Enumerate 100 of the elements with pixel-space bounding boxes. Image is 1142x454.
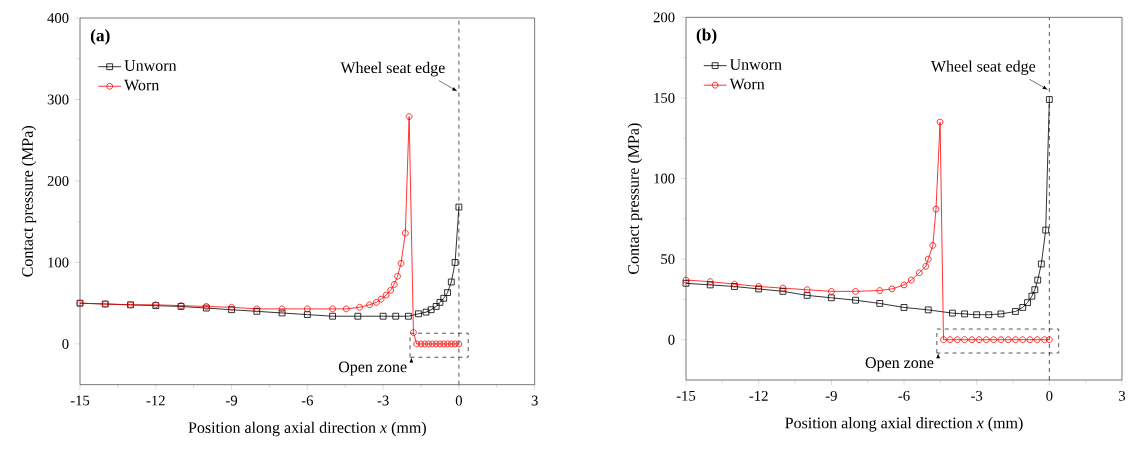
point: [329, 305, 336, 313]
point: [410, 329, 417, 336]
point: [968, 336, 976, 344]
point: [387, 286, 395, 294]
point: [413, 340, 421, 348]
point: [936, 118, 944, 126]
point: [440, 294, 448, 302]
x-tick-label: 3: [1119, 390, 1126, 401]
annotation: Open zone: [865, 357, 934, 372]
point: [932, 205, 940, 213]
point: [1042, 226, 1050, 234]
point: [377, 295, 385, 303]
x-tick-label: -6: [898, 390, 910, 401]
y-tick-label: 0: [62, 338, 69, 349]
point: [900, 281, 908, 289]
ref-line-label: Wheel seat edge: [340, 61, 445, 77]
x-tick-label: 0: [1046, 390, 1053, 401]
y-axis-title: Contact pressure (MPa): [627, 123, 643, 274]
y-tick-label: 0: [668, 334, 675, 345]
point: [828, 288, 835, 295]
x-tick-label: -3: [971, 390, 983, 401]
y-tick-label: 400: [47, 13, 69, 23]
point: [422, 308, 430, 316]
point: [427, 306, 435, 314]
point: [779, 284, 787, 292]
point: [444, 340, 451, 348]
point: [876, 287, 884, 294]
y-tick-label: 100: [654, 173, 675, 184]
point: [444, 289, 451, 296]
point: [1019, 304, 1027, 311]
x-axis-title: Position along axial direction x (mm): [188, 421, 426, 437]
point: [382, 291, 390, 299]
point: [953, 336, 961, 344]
point: [1046, 96, 1053, 103]
annotation: Open zone: [338, 361, 407, 376]
point: [415, 310, 422, 318]
x-tick-label: -12: [146, 395, 165, 406]
x-tick-label: -9: [825, 390, 837, 401]
point: [961, 310, 968, 318]
point: [922, 263, 930, 270]
point: [1033, 336, 1041, 344]
y-axis-title: Contact pressure (MPa): [21, 126, 37, 277]
point: [900, 304, 908, 311]
y-tick-label: 300: [47, 94, 69, 105]
point: [929, 242, 937, 249]
point: [706, 281, 714, 289]
point: [354, 312, 362, 320]
point: [405, 312, 412, 320]
point: [1028, 292, 1036, 300]
point: [961, 336, 968, 344]
point: [907, 276, 915, 284]
point: [1034, 276, 1042, 284]
point: [1012, 336, 1019, 344]
point: [402, 229, 409, 237]
y-tick-label: 150: [654, 92, 675, 103]
point: [372, 299, 380, 306]
point: [803, 292, 811, 299]
x-tick-label: -3: [377, 395, 389, 406]
x-tick-label: -12: [749, 390, 768, 401]
point: [946, 336, 954, 344]
x-tick-label: 0: [455, 395, 462, 406]
point: [432, 340, 440, 348]
point: [394, 272, 401, 280]
point: [304, 305, 311, 313]
point: [405, 113, 413, 120]
point: [278, 305, 286, 313]
y-tick-label: 100: [48, 257, 69, 268]
point: [876, 300, 884, 307]
y-tick-label: 200: [47, 176, 69, 186]
point: [779, 288, 787, 295]
point: [888, 285, 896, 293]
point: [392, 312, 400, 320]
point: [828, 294, 835, 302]
point: [390, 281, 398, 288]
legend-label: Unworn: [729, 59, 782, 70]
point: [417, 340, 425, 348]
point: [436, 299, 444, 306]
point: [949, 309, 956, 317]
point: [924, 255, 932, 263]
point: [379, 312, 387, 320]
point: [455, 340, 463, 348]
point: [1026, 336, 1034, 344]
point: [447, 278, 455, 286]
point: [1024, 299, 1031, 306]
point: [455, 203, 463, 211]
y-tick-label: 200: [653, 12, 675, 23]
point: [1046, 336, 1053, 344]
text: (b): [696, 28, 717, 45]
ref-line-label: Wheel seat edge: [930, 60, 1036, 75]
point: [1038, 260, 1045, 268]
point: [278, 309, 286, 317]
x-tick-label: -15: [70, 395, 90, 406]
point: [985, 311, 993, 319]
point: [973, 311, 981, 319]
point: [421, 340, 429, 348]
point: [425, 340, 432, 348]
x-axis-title: Position along axial direction x (mm): [785, 417, 1023, 432]
point: [915, 269, 923, 277]
x-tick-label: -9: [225, 395, 238, 406]
legend-label: Worn: [124, 79, 160, 91]
